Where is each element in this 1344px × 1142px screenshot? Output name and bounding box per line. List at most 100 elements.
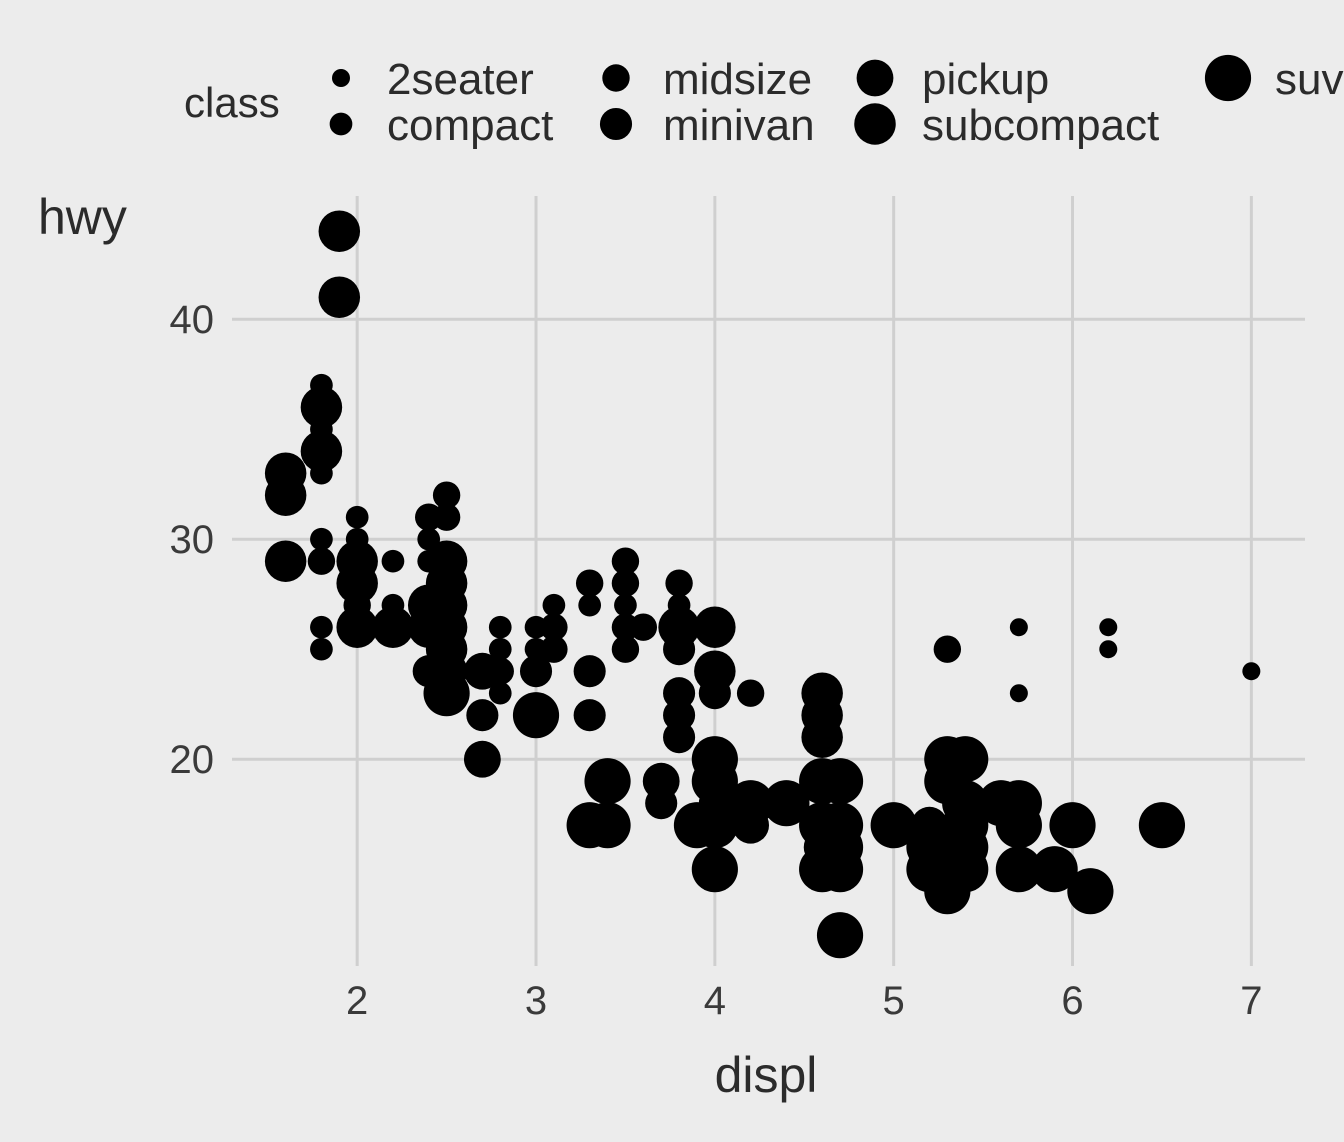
legend-label: subcompact — [922, 101, 1159, 150]
x-tick-label: 2 — [346, 979, 368, 1023]
data-point — [732, 806, 770, 844]
data-point — [336, 562, 378, 604]
data-point — [933, 635, 962, 663]
y-axis-title: hwy — [38, 189, 127, 245]
legend-item: suv — [1204, 54, 1343, 104]
data-point — [336, 606, 378, 648]
data-point — [300, 430, 343, 472]
legend-item: subcompact — [854, 101, 1159, 150]
data-point — [691, 802, 738, 849]
data-point — [801, 716, 843, 758]
data-point — [540, 613, 568, 641]
legend-key — [602, 64, 630, 92]
legend-label: 2seater — [387, 55, 534, 104]
data-point — [310, 637, 333, 661]
data-point — [264, 474, 307, 516]
data-point — [307, 547, 336, 575]
legend-label: compact — [387, 101, 553, 150]
data-point — [1099, 640, 1118, 659]
data-point — [486, 657, 514, 685]
data-point — [663, 721, 696, 754]
y-axis-ticks: 20 30 40 — [170, 298, 215, 782]
y-tick-label: 30 — [170, 518, 215, 562]
data-point — [573, 699, 606, 732]
data-point — [1242, 662, 1261, 681]
data-point — [870, 802, 917, 849]
data-point — [488, 615, 512, 639]
legend-item: minivan — [599, 101, 815, 150]
data-point — [1138, 802, 1186, 849]
x-tick-label: 5 — [883, 979, 905, 1023]
data-point — [432, 503, 461, 531]
data-point — [584, 758, 631, 805]
data-point — [1031, 846, 1078, 893]
data-point — [372, 606, 414, 648]
data-point — [466, 699, 499, 732]
data-point — [645, 787, 678, 820]
data-point — [519, 655, 553, 688]
data-point — [663, 699, 696, 732]
legend-key — [856, 59, 894, 97]
data-point — [816, 758, 864, 805]
data-point — [540, 635, 568, 663]
legend-key — [329, 112, 353, 136]
data-point — [995, 846, 1042, 893]
data-point — [318, 276, 361, 318]
x-tick-label: 6 — [1061, 979, 1083, 1023]
data-point — [310, 461, 333, 485]
data-point — [542, 593, 566, 617]
data-point — [423, 670, 470, 717]
data-point — [629, 613, 658, 641]
legend-label: midsize — [663, 55, 812, 104]
data-point — [691, 846, 738, 893]
data-point — [318, 210, 361, 252]
grid-lines — [232, 196, 1305, 966]
data-point — [575, 569, 604, 597]
legend-item: compact — [329, 101, 553, 150]
data-points — [264, 210, 1261, 959]
data-point — [573, 655, 606, 688]
data-point — [512, 692, 560, 739]
data-point — [578, 593, 602, 617]
legend-key — [332, 69, 350, 87]
data-point — [1067, 868, 1114, 915]
data-point — [310, 615, 333, 639]
data-point — [300, 386, 343, 428]
data-point — [1009, 684, 1028, 703]
legend-label: suv — [1275, 55, 1343, 104]
x-tick-label: 4 — [704, 979, 726, 1023]
x-axis-title: displ — [715, 1047, 818, 1103]
y-tick-label: 40 — [170, 298, 215, 342]
x-tick-label: 7 — [1240, 979, 1262, 1023]
data-point — [611, 569, 640, 597]
plot-panel — [232, 196, 1305, 966]
data-point — [381, 549, 405, 573]
data-point — [1099, 618, 1118, 637]
data-point — [1049, 802, 1096, 849]
data-point — [763, 780, 810, 827]
data-point — [432, 481, 461, 509]
x-axis-ticks: 2 3 4 5 6 7 — [346, 979, 1262, 1023]
data-point — [698, 677, 731, 710]
data-point — [611, 635, 640, 663]
data-point — [665, 569, 693, 597]
data-point — [816, 912, 864, 959]
y-tick-label: 20 — [170, 738, 215, 782]
x-tick-label: 3 — [525, 979, 547, 1023]
data-point — [816, 846, 864, 893]
data-point — [611, 547, 640, 575]
data-point — [488, 637, 512, 661]
legend-label: minivan — [663, 101, 815, 150]
data-point — [614, 593, 637, 617]
legend-item: 2seater — [332, 55, 534, 104]
data-point — [942, 736, 989, 783]
data-point — [463, 740, 501, 778]
data-point — [1009, 618, 1028, 637]
data-point — [694, 606, 736, 648]
legend-key — [1204, 54, 1252, 102]
data-point — [310, 527, 333, 551]
data-point — [345, 505, 369, 529]
data-point — [663, 633, 696, 666]
